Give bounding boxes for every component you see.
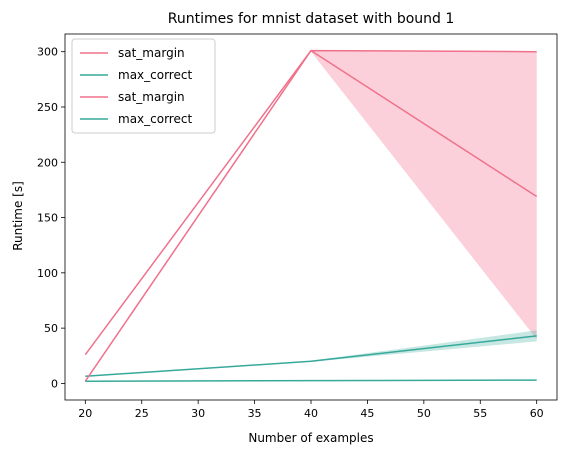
x-axis-label: Number of examples: [248, 431, 373, 445]
legend: sat_margin max_correct sat_margin max_corre…: [71, 38, 216, 134]
series-line-1: [85, 335, 537, 377]
y-tick-label: 250: [37, 101, 58, 114]
x-tick-label: 35: [248, 407, 262, 420]
legend-label: sat_margin: [118, 46, 185, 60]
x-tick-label: 40: [304, 407, 318, 420]
y-axis-label: Runtime [s]: [11, 181, 25, 251]
x-tick-label: 25: [135, 407, 149, 420]
axes: 20 25 30 35 40 45 50 55 60 0 50 100 150 200 250 300: [37, 33, 558, 420]
legend-box: [71, 38, 216, 134]
x-tick-label: 50: [417, 407, 431, 420]
x-tick-label: 45: [360, 407, 374, 420]
y-tick-label: 150: [37, 212, 58, 225]
y-tick-label: 50: [44, 322, 58, 335]
y-tick-label: 200: [37, 156, 58, 169]
confidence-band-0: [311, 50, 537, 340]
x-tick-label: 30: [191, 407, 205, 420]
legend-label: max_correct: [118, 68, 192, 82]
confidence-bands: [311, 50, 537, 362]
series-line-3: [85, 379, 537, 382]
legend-label: sat_margin: [118, 90, 185, 104]
series-lines: [84, 49, 538, 382]
confidence-band-1: [311, 330, 537, 362]
chart-title: Runtimes for mnist dataset with bound 1: [168, 11, 455, 27]
y-tick-label: 100: [37, 267, 58, 280]
x-tick-label: 60: [530, 407, 544, 420]
x-tick-label: 55: [473, 407, 487, 420]
x-tick-label: 20: [78, 407, 92, 420]
legend-label: max_correct: [118, 112, 192, 126]
series-line-2: [84, 49, 538, 382]
y-tick-label: 0: [51, 377, 58, 390]
y-tick-label: 300: [37, 46, 58, 59]
